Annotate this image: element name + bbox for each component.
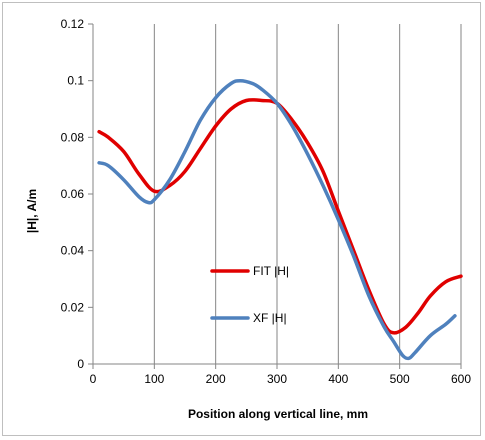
- y-axis-title: |H|, A/m: [25, 189, 39, 233]
- axes: [88, 23, 462, 369]
- y-tick-label: 0.1: [67, 74, 84, 88]
- x-axis-title: Position along vertical line, mm: [188, 407, 368, 421]
- y-tick-labels: 0 0.02 0.04 0.06 0.08 0.1 0.12: [61, 17, 85, 371]
- legend-label-xf: XF |H|: [253, 311, 287, 325]
- grid-lines: [153, 24, 462, 364]
- y-tick-label: 0.06: [61, 187, 85, 201]
- legend-label-fit: FIT |H|: [253, 264, 289, 278]
- x-tick-labels: 0 100 200 300 400 500 600: [90, 372, 472, 386]
- x-tick-label: 400: [328, 372, 348, 386]
- y-tick-label: 0.02: [61, 300, 85, 314]
- x-tick-label: 500: [390, 372, 410, 386]
- x-tick-label: 300: [267, 372, 287, 386]
- x-tick-label: 200: [206, 372, 226, 386]
- x-tick-label: 0: [90, 372, 97, 386]
- series-lines: [97, 78, 463, 361]
- legend: FIT |H| XF |H|: [210, 264, 289, 325]
- x-tick-label: 600: [451, 372, 471, 386]
- y-tick-label: 0.12: [61, 17, 85, 31]
- y-tick-label: 0.04: [61, 244, 85, 258]
- y-tick-label: 0: [77, 357, 84, 371]
- x-tick-label: 100: [144, 372, 164, 386]
- series-line-fit: [97, 98, 463, 335]
- y-tick-label: 0.08: [61, 130, 85, 144]
- series-line-xf: [97, 78, 457, 361]
